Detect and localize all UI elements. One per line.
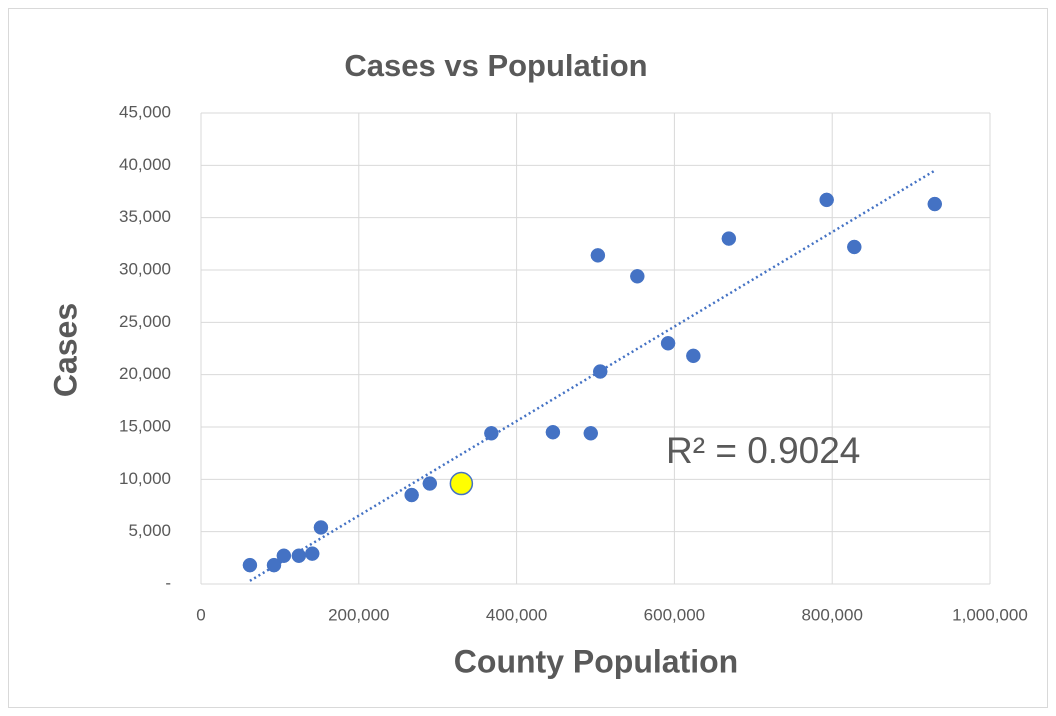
y-tick-label: 45,000 bbox=[119, 102, 171, 121]
x-tick-label: 0 bbox=[196, 605, 205, 624]
scatter-point bbox=[291, 548, 307, 563]
scatter-point bbox=[590, 248, 606, 263]
scatter-point bbox=[422, 476, 438, 491]
y-tick-label: 30,000 bbox=[119, 259, 171, 278]
x-tick-label: 1,000,000 bbox=[952, 605, 1028, 624]
y-tick-label: 5,000 bbox=[128, 521, 171, 540]
y-axis-label: Cases bbox=[47, 303, 83, 397]
x-tick-label: 200,000 bbox=[328, 605, 389, 624]
trendline bbox=[249, 169, 936, 582]
x-tick-label: 400,000 bbox=[486, 605, 547, 624]
y-tick-label: - bbox=[165, 573, 171, 592]
scatter-point bbox=[313, 520, 329, 535]
scatter-point bbox=[266, 557, 282, 573]
scatter-point bbox=[484, 426, 499, 441]
chart-border bbox=[8, 8, 1048, 708]
scatter-point bbox=[660, 336, 676, 351]
x-tick-label: 800,000 bbox=[801, 605, 862, 624]
y-tick-label: 35,000 bbox=[119, 207, 171, 226]
scatter-point bbox=[819, 192, 834, 208]
x-tick-label: 600,000 bbox=[644, 605, 705, 624]
y-tick-label: 40,000 bbox=[119, 155, 171, 174]
scatter-point bbox=[847, 239, 862, 255]
x-axis-label: County Population bbox=[454, 643, 738, 679]
scatter-point bbox=[276, 548, 292, 563]
y-tick-label: 20,000 bbox=[119, 364, 171, 383]
scatter-point bbox=[242, 557, 258, 573]
scatter-point bbox=[927, 196, 943, 212]
scatter-point bbox=[304, 546, 320, 561]
scatter-point bbox=[404, 487, 419, 503]
scatter-point bbox=[721, 231, 737, 246]
chart-title: Cases vs Population bbox=[344, 48, 647, 83]
scatter-point bbox=[449, 471, 474, 496]
scatter-point bbox=[630, 269, 645, 284]
scatter-point bbox=[686, 348, 701, 364]
scatter-point bbox=[583, 426, 599, 441]
y-tick-label: 15,000 bbox=[119, 416, 171, 435]
y-tick-label: 10,000 bbox=[119, 469, 171, 488]
scatter-point bbox=[545, 424, 561, 440]
r-squared-annotation: R² = 0.9024 bbox=[666, 430, 860, 471]
y-tick-label: 25,000 bbox=[119, 312, 171, 331]
scatter-point bbox=[592, 364, 608, 379]
